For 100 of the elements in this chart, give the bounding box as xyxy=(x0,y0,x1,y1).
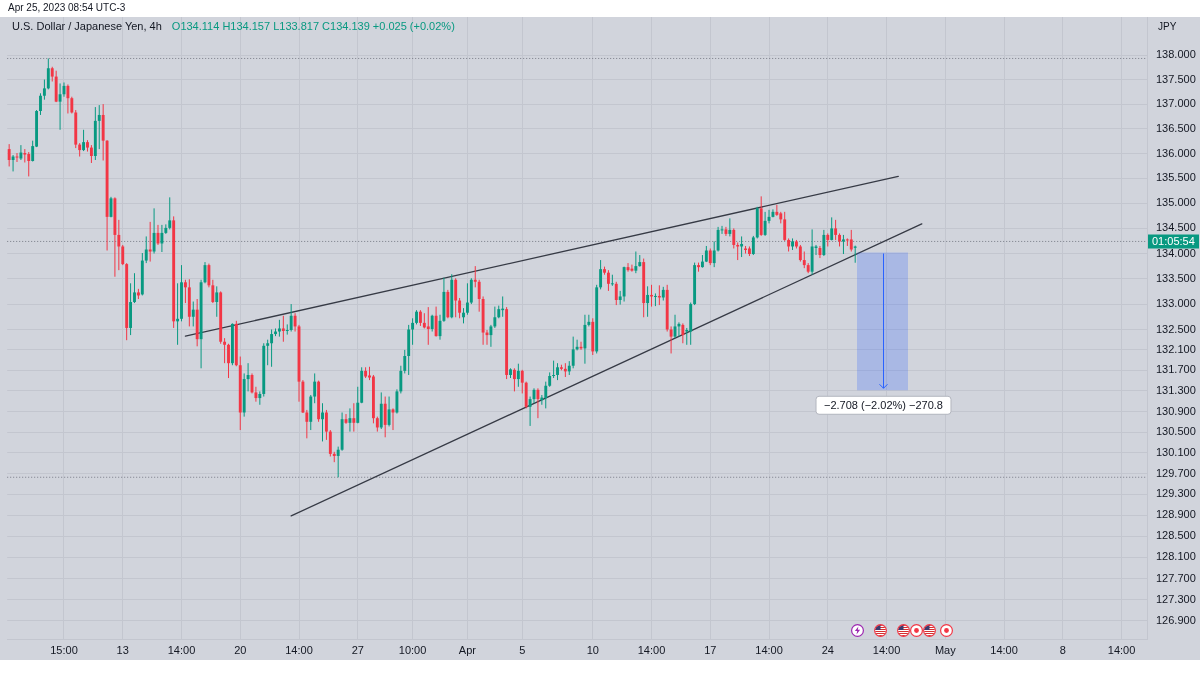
x-tick-label: 20 xyxy=(234,643,247,656)
y-tick-label: 127.700 xyxy=(1156,571,1196,584)
candlestick xyxy=(321,402,324,442)
candlestick xyxy=(473,265,477,288)
x-tick-label: 14:00 xyxy=(637,643,666,656)
y-axis-title: JPY xyxy=(1158,21,1177,33)
candlestick xyxy=(313,372,317,404)
candlestick xyxy=(583,314,587,365)
y-tick-label: 137.500 xyxy=(1156,72,1196,85)
candlestick xyxy=(728,217,732,237)
candlestick xyxy=(227,343,230,379)
x-tick-label: 14:00 xyxy=(167,643,196,656)
candlestick xyxy=(215,285,219,318)
candlestick xyxy=(842,234,845,255)
y-tick-label: 136.500 xyxy=(1156,121,1196,134)
text: Apr 25, 2023 08:54 UTC-3 xyxy=(8,2,126,14)
y-tick-label: 138.000 xyxy=(1156,48,1196,61)
candlestick xyxy=(630,264,634,273)
candlestick xyxy=(191,301,195,327)
y-tick-label: 130.500 xyxy=(1156,425,1196,438)
candlestick xyxy=(434,306,438,338)
y-tick-label: 134.500 xyxy=(1156,221,1196,234)
x-tick-label: 14:00 xyxy=(990,643,1018,656)
x-tick-label: May xyxy=(934,643,957,656)
candlestick xyxy=(458,297,462,319)
candlestick xyxy=(834,219,838,241)
y-tick-label: 133.500 xyxy=(1156,271,1196,284)
x-tick-label: 13 xyxy=(116,643,129,656)
candlestick xyxy=(606,269,610,292)
candlestick xyxy=(634,251,638,274)
candlestick xyxy=(324,409,328,441)
candlestick xyxy=(305,409,309,439)
y-tick-label: 137.000 xyxy=(1156,97,1196,110)
candlestick xyxy=(160,224,164,253)
candlestick xyxy=(763,211,767,237)
x-tick-label: 14:00 xyxy=(1107,643,1136,656)
y-tick-label: 128.100 xyxy=(1156,550,1196,563)
candlestick xyxy=(133,272,136,304)
candlestick xyxy=(614,281,618,306)
legend-label: −2.708 (−2.02%) −270.8 xyxy=(824,398,943,411)
candlestick xyxy=(223,337,227,364)
y-tick-label: 131.700 xyxy=(1156,363,1196,376)
y-tick-label: 132.100 xyxy=(1156,342,1196,355)
y-tick-label: 135.500 xyxy=(1156,171,1196,184)
candlestick xyxy=(454,277,458,318)
candlestick xyxy=(469,277,473,305)
candlestick xyxy=(681,322,685,344)
candlestick xyxy=(348,407,352,433)
x-tick-label: Apr xyxy=(458,643,477,656)
candlestick xyxy=(520,369,524,394)
y-tick-label: 128.900 xyxy=(1156,508,1196,521)
y-tick-label: 129.300 xyxy=(1156,487,1196,500)
candlestick xyxy=(732,227,736,249)
candlestick xyxy=(285,323,289,336)
candlestick xyxy=(352,402,356,433)
y-tick-label: 134.000 xyxy=(1156,246,1196,259)
candlestick xyxy=(426,306,430,346)
y-tick-label: 127.300 xyxy=(1156,592,1196,605)
candlestick xyxy=(411,317,415,346)
candlestick xyxy=(379,391,383,430)
chart-title: U.S. Dollar / Japanese Yen, 4h xyxy=(12,20,162,33)
x-tick-label: 10 xyxy=(586,643,599,656)
candlestick xyxy=(751,235,755,256)
y-tick-label: 129.700 xyxy=(1156,466,1196,479)
candlestick xyxy=(387,396,391,427)
candlestick xyxy=(544,381,548,409)
candlestick xyxy=(465,282,469,316)
y-tick-label: 133.000 xyxy=(1156,297,1196,310)
y-tick-label: 136.000 xyxy=(1156,146,1196,159)
candlestick xyxy=(27,151,31,177)
candlestick xyxy=(144,235,148,264)
y-tick-label: 130.100 xyxy=(1156,445,1196,458)
chart-subtitle: O134.114 H134.157 L133.817 C134.139 +0.025 (+0.02%) xyxy=(171,20,455,33)
candlestick xyxy=(168,196,172,230)
candlestick xyxy=(58,82,62,131)
y-tick-label: 131.300 xyxy=(1156,383,1196,396)
candlestick xyxy=(536,387,540,419)
candlestick xyxy=(356,386,360,424)
candlestick xyxy=(849,229,853,253)
candlestick xyxy=(775,204,779,217)
candlestick xyxy=(289,303,293,333)
x-tick-label: 27 xyxy=(351,643,364,656)
candlestick xyxy=(19,144,23,161)
x-tick-label: 15:00 xyxy=(50,643,78,656)
x-tick-label: 10:00 xyxy=(398,643,427,656)
candlestick xyxy=(610,274,614,287)
candlestick xyxy=(39,92,42,116)
candlestick xyxy=(822,229,826,257)
y-tick-label: 130.900 xyxy=(1156,404,1196,417)
candlestick xyxy=(152,207,156,255)
candlestick xyxy=(42,79,46,101)
candlestick xyxy=(66,83,70,114)
candlestick xyxy=(46,57,50,90)
candlestick xyxy=(783,211,787,242)
candlestick xyxy=(7,143,11,167)
x-tick-label: 14:00 xyxy=(285,643,313,656)
y-tick-label: 128.500 xyxy=(1156,529,1196,542)
candlestick xyxy=(571,336,575,369)
x-tick-label: 17 xyxy=(704,643,717,656)
candlestick xyxy=(266,339,270,366)
